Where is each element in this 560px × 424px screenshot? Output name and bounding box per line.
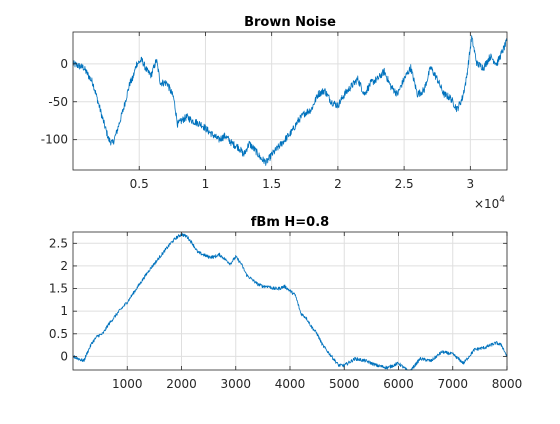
y-tick-label: 2.5 — [49, 236, 68, 250]
series-line — [72, 233, 508, 371]
x-exponent-label: ×104 — [474, 195, 505, 211]
y-tick-label: 1.5 — [49, 282, 68, 296]
y-tick-label: 1 — [60, 304, 68, 318]
x-tick-label: 8000 — [492, 377, 523, 391]
plot-area — [73, 32, 507, 170]
x-tick-label: 1 — [202, 177, 210, 191]
y-tick-label: 0 — [60, 349, 68, 363]
x-tick-label: 3000 — [220, 377, 251, 391]
x-tick-label: 7000 — [437, 377, 468, 391]
series-line — [72, 35, 508, 166]
axes-box — [72, 31, 508, 171]
x-tick-label: 1000 — [112, 377, 143, 391]
y-tick-label: 2 — [60, 259, 68, 273]
x-tick-label: 6000 — [383, 377, 414, 391]
y-tick-label: -100 — [41, 133, 68, 147]
x-tick-label: 1.5 — [262, 177, 281, 191]
x-tick-label: 3 — [467, 177, 475, 191]
x-tick-label: 2000 — [166, 377, 197, 391]
y-tick-label: 0 — [60, 57, 68, 71]
x-tick-label: 4000 — [275, 377, 306, 391]
x-tick-label: 5000 — [329, 377, 360, 391]
chart-title: fBm H=0.8 — [251, 215, 329, 230]
y-tick-label: 0.5 — [49, 327, 68, 341]
x-tick-label: 2.5 — [395, 177, 414, 191]
chart-title: Brown Noise — [244, 15, 336, 30]
y-tick-label: -50 — [48, 95, 68, 109]
x-tick-label: 2 — [334, 177, 342, 191]
chart-2: 1000 2000 3000 4000 5000 6000 7000 8000 0 0.5 1 1.5… — [49, 215, 522, 391]
x-tick-label: 0.5 — [130, 177, 149, 191]
chart-1: 0.5 1 1.5 2 2.5 3 -100 -50 0 Brown Noise ×104 — [41, 15, 508, 211]
